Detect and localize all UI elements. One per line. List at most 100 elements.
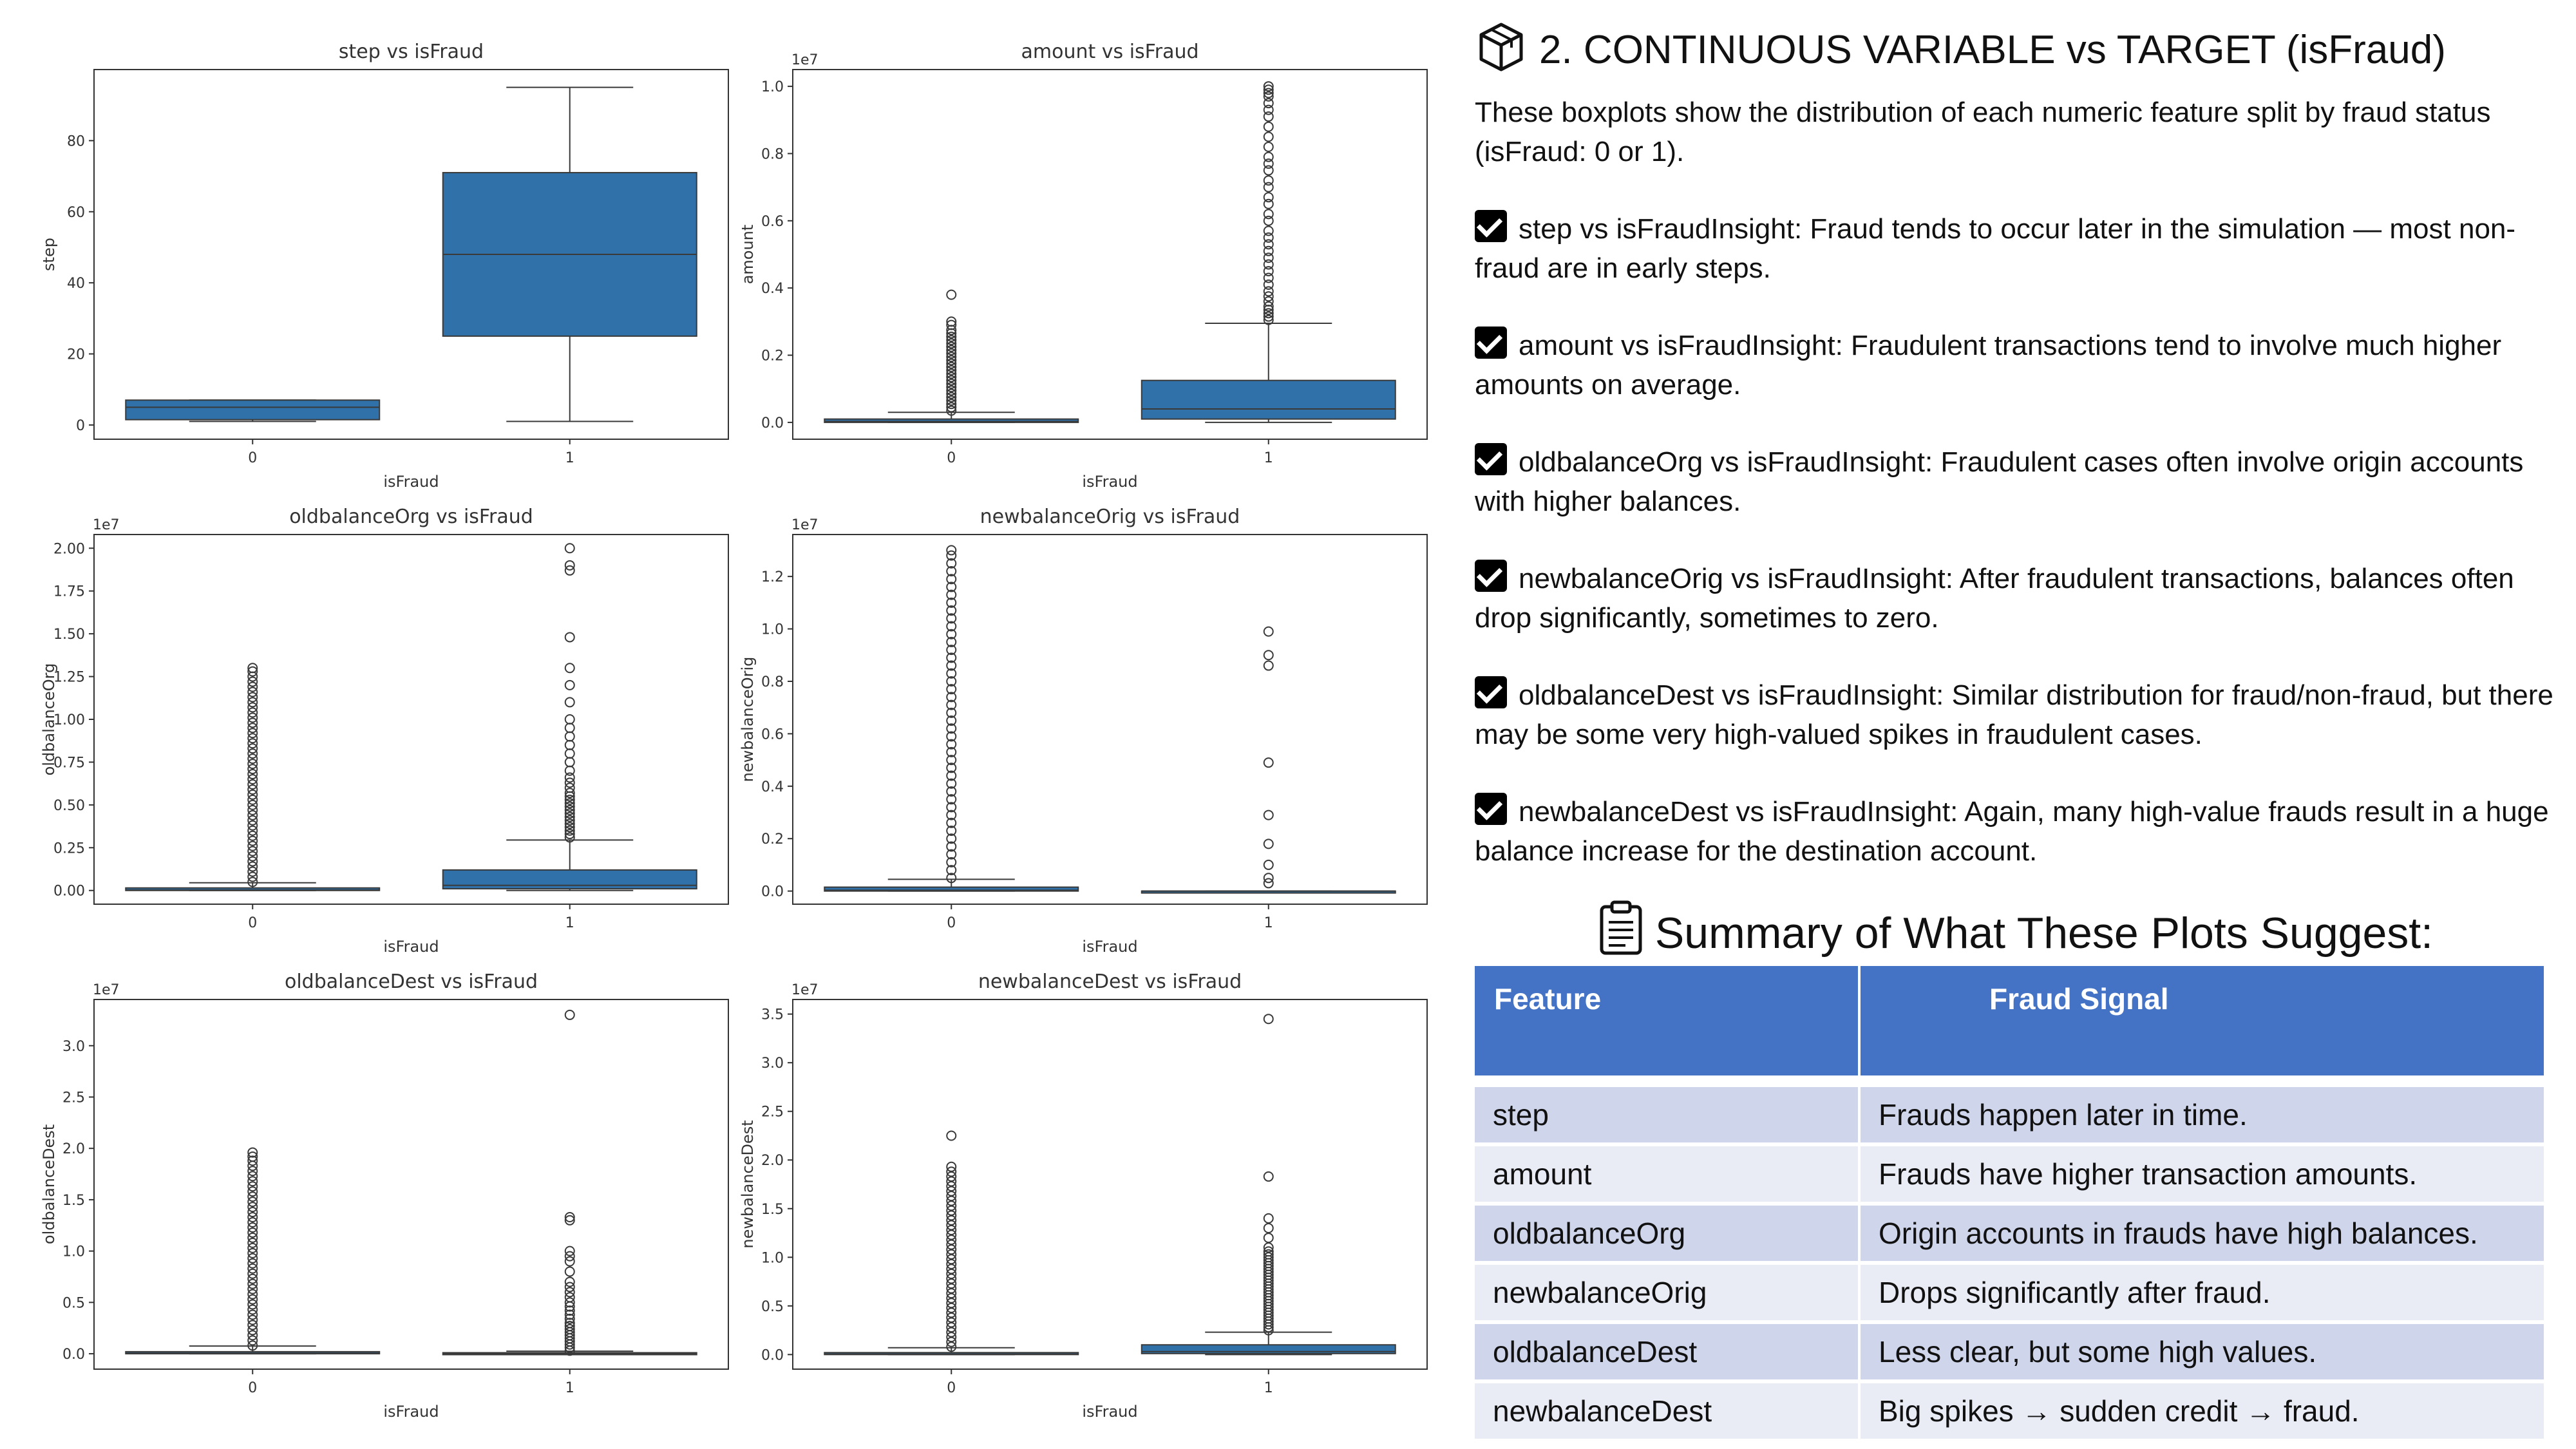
chart-title: step vs isFraud xyxy=(339,41,484,63)
outlier-point xyxy=(247,1304,258,1315)
outlier-point xyxy=(564,1215,575,1226)
outlier-point xyxy=(564,1292,575,1303)
y-tick-label: 3.0 xyxy=(761,1056,784,1072)
x-tick-label: 1 xyxy=(565,450,574,466)
y-tick-label: 80 xyxy=(67,133,85,149)
outlier-point xyxy=(564,663,575,674)
outlier-point xyxy=(564,822,575,833)
outlier-point xyxy=(946,1249,957,1260)
outlier-point xyxy=(946,629,957,639)
outlier-point xyxy=(247,1283,258,1294)
outlier-point xyxy=(946,715,957,726)
x-tick-label: 0 xyxy=(248,915,257,931)
table-row: amount Frauds have higher transaction am… xyxy=(1475,1142,2544,1204)
outlier-point xyxy=(946,1191,957,1202)
outlier-point xyxy=(1263,245,1274,256)
outlier-point xyxy=(564,723,575,734)
outlier-point xyxy=(946,1293,957,1303)
outlier-point xyxy=(564,679,575,690)
outlier-point xyxy=(946,345,957,355)
table-cell: Less clear, but some high values. xyxy=(1859,1320,2544,1381)
section-heading: 2. CONTINUOUS VARIABLE vs TARGET (isFrau… xyxy=(1475,19,2557,81)
outlier-point xyxy=(1263,1014,1274,1025)
outlier-point xyxy=(247,1155,258,1166)
y-tick-label: 1.0 xyxy=(62,1244,85,1260)
outlier-point xyxy=(564,697,575,708)
outlier-point xyxy=(946,378,957,389)
outlier-point xyxy=(946,1302,957,1313)
outlier-point xyxy=(946,1235,957,1245)
outlier-point xyxy=(564,808,575,819)
chart-oldbalanceorg: oldbalanceOrg vs isFraud 1e7 0.00 0.25 0.50 0… xyxy=(39,491,729,956)
x-tick-label: 0 xyxy=(947,915,956,931)
plot-frame xyxy=(93,999,729,1370)
outlier-point xyxy=(564,777,575,788)
intro-text: These boxplots show the distribution of … xyxy=(1475,97,2491,168)
table-cell: oldbalanceOrg xyxy=(1475,1202,1861,1263)
outlier-point xyxy=(247,1186,258,1197)
outlier-point xyxy=(247,820,258,831)
outlier-point xyxy=(564,632,575,643)
outlier-point xyxy=(247,759,258,770)
outlier-point xyxy=(564,1305,575,1316)
x-tick-label: 0 xyxy=(248,450,257,466)
insight-text: step vs isFraudInsight: Fraud tends to o… xyxy=(1475,213,2516,285)
outlier-point xyxy=(946,392,957,402)
outlier-point xyxy=(946,574,957,585)
y-tick-label: 2.00 xyxy=(53,541,85,557)
table-header-row: Feature Fraud Signal xyxy=(1475,966,2544,1081)
chart-newbalanceorig: newbalanceOrig vs isFraud 1e7 0.0 0.2 0.4 0.6… xyxy=(737,491,1428,956)
outlier-point xyxy=(1263,88,1274,99)
outlier-point xyxy=(946,1181,957,1192)
outlier-point xyxy=(247,1176,258,1187)
y-axis-label: oldbalanceDest xyxy=(40,1124,58,1244)
x-axis-label: isFraud xyxy=(1082,1403,1137,1421)
chart-amount: amount vs isFraud 1e7 0.0 0.2 0.4 0.6 0.8 1.0 0 1… xyxy=(737,26,1428,491)
y-tick-label: 0 xyxy=(76,418,85,434)
outlier-point xyxy=(946,833,957,844)
outlier-point xyxy=(1263,308,1274,319)
plot-frame xyxy=(792,69,1428,440)
y-tick-label: 1.0 xyxy=(761,1250,784,1266)
insight-step: step vs isFraudInsight: Fraud tends to o… xyxy=(1475,209,2557,288)
outlier-point xyxy=(946,558,957,569)
table-cell: newbalanceOrig xyxy=(1475,1261,1861,1322)
outlier-point xyxy=(1263,165,1274,176)
outlier-point xyxy=(946,849,957,860)
outlier-point xyxy=(946,786,957,797)
outlier-point xyxy=(946,550,957,561)
table-cell: step xyxy=(1475,1075,1861,1144)
outlier-point xyxy=(1263,1171,1274,1182)
outlier-point xyxy=(1263,81,1274,92)
outlier-point xyxy=(247,784,258,795)
outlier-point xyxy=(247,663,258,674)
outlier-point xyxy=(247,728,258,739)
outlier-point xyxy=(946,817,957,828)
table-row: oldbalanceDest Less clear, but some high… xyxy=(1475,1320,2544,1381)
outlier-point xyxy=(247,676,258,687)
outlier-point xyxy=(1263,209,1274,220)
outlier-point xyxy=(247,804,258,815)
outlier-point xyxy=(1263,121,1274,132)
outlier-point xyxy=(946,668,957,679)
outlier-point xyxy=(946,1332,957,1343)
outlier-point xyxy=(564,1321,575,1332)
outlier-point xyxy=(247,1227,258,1238)
outlier-point xyxy=(247,692,258,703)
insight-newbalanceorig: newbalanceOrig vs isFraudInsight: After … xyxy=(1475,559,2557,638)
outlier-point xyxy=(946,545,957,556)
outlier-point xyxy=(564,1282,575,1293)
x-axis-label: isFraud xyxy=(1082,473,1137,491)
y-axis-label: amount xyxy=(739,225,757,285)
outlier-point xyxy=(946,565,957,576)
outlier-point xyxy=(946,399,957,410)
outlier-point xyxy=(564,1287,575,1298)
clipboard-icon xyxy=(1598,900,1643,966)
y-tick-label: 3.5 xyxy=(761,1007,784,1023)
chart-title: oldbalanceOrg vs isFraud xyxy=(289,506,533,528)
outlier-point xyxy=(946,826,957,837)
outlier-point xyxy=(247,1171,258,1182)
outlier-point xyxy=(946,676,957,687)
y-tick-label: 0.50 xyxy=(53,798,85,814)
outlier-point xyxy=(247,835,258,846)
